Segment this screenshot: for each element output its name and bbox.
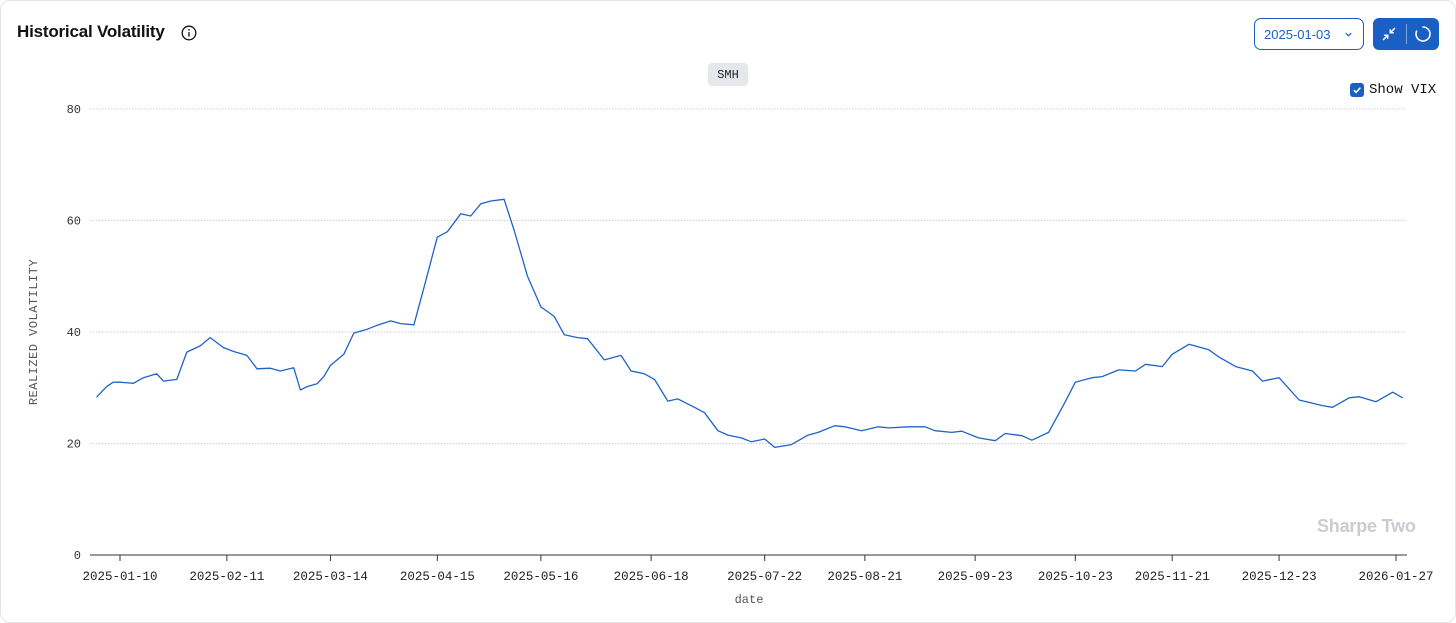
- refresh-button[interactable]: [1406, 18, 1439, 50]
- x-tick-label: 2025-05-16: [503, 570, 578, 584]
- x-axis-title: date: [735, 593, 764, 607]
- show-vix-toggle[interactable]: Show VIX: [1350, 82, 1436, 98]
- show-vix-label: Show VIX: [1369, 82, 1437, 98]
- y-axis-title: REALIZED VOLATILITY: [27, 259, 41, 405]
- y-tick-label: 40: [67, 326, 81, 340]
- y-tick-label: 80: [67, 103, 81, 117]
- date-select[interactable]: 2025-01-03: [1254, 18, 1364, 50]
- ticker-badge: SMH: [708, 63, 748, 86]
- y-tick-label: 20: [67, 438, 81, 452]
- show-vix-checkbox[interactable]: [1350, 83, 1364, 97]
- x-tick-label: 2025-10-23: [1038, 570, 1113, 584]
- x-tick-label: 2025-08-21: [827, 570, 902, 584]
- page-title: Historical Volatility: [17, 22, 165, 41]
- y-tick-label: 0: [74, 549, 81, 563]
- series-line: [96, 198, 1404, 449]
- x-tick-label: 2025-12-23: [1242, 570, 1317, 584]
- date-select-value: 2025-01-03: [1264, 26, 1331, 42]
- collapse-icon: [1382, 27, 1396, 41]
- loading-spinner-icon: [1414, 26, 1431, 42]
- x-tick-label: 2026-01-27: [1358, 570, 1433, 584]
- chevron-down-icon: [1345, 32, 1352, 37]
- chart-action-buttons: [1373, 18, 1439, 50]
- x-tick-label: 2025-06-18: [614, 570, 689, 584]
- button-divider: [1405, 24, 1407, 44]
- y-tick-label: 60: [67, 215, 81, 229]
- x-tick-label: 2025-11-21: [1135, 570, 1210, 584]
- watermark: Sharpe Two: [1317, 516, 1416, 536]
- collapse-button[interactable]: [1373, 18, 1406, 50]
- x-tick-label: 2025-02-11: [189, 570, 264, 584]
- checkmark-icon: [1353, 87, 1361, 94]
- x-tick-label: 2025-07-22: [727, 570, 802, 584]
- x-tick-label: 2025-03-14: [293, 570, 368, 584]
- info-icon[interactable]: [181, 25, 197, 41]
- x-tick-label: 2025-04-15: [400, 570, 475, 584]
- x-tick-label: 2025-01-10: [82, 570, 157, 584]
- x-tick-label: 2025-09-23: [938, 570, 1013, 584]
